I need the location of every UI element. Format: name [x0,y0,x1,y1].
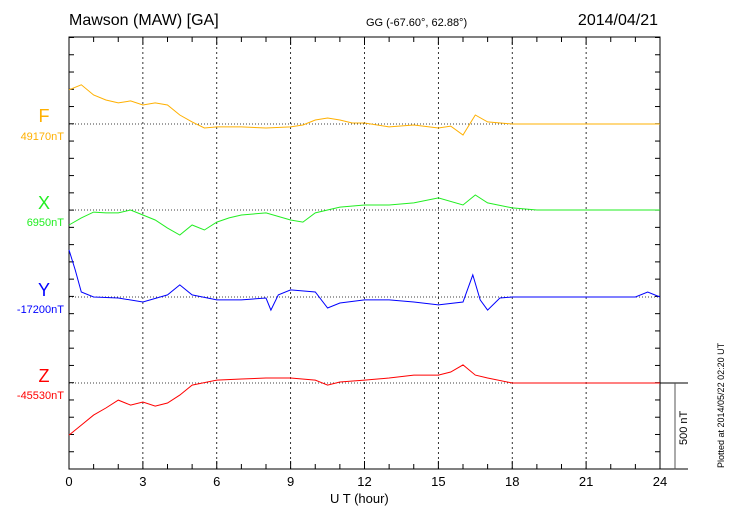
x-tick-label: 12 [357,474,371,489]
component-label-f: F [38,106,50,126]
x-tick-label: 0 [65,474,72,489]
x-tick-label: 9 [287,474,294,489]
x-tick-label: 6 [213,474,220,489]
plotted-timestamp: Plotted at 2014/05/22 02:20 UT [716,342,726,468]
series-line-f [68,84,660,136]
component-label-y: Y [37,280,50,300]
baseline-label-f: 49170nT [20,131,64,143]
component-label-x: X [37,193,50,213]
series-line-y [68,249,661,312]
x-tick-label: 18 [505,474,519,489]
x-tick-label: 15 [431,474,445,489]
series-line-x [68,194,660,236]
station-coordinates: GG (-67.60°, 62.88°) [366,17,468,29]
x-tick-label: 3 [139,474,146,489]
chart-date: 2014/04/21 [577,12,658,29]
component-label-z: Z [38,366,50,386]
chart-title: Mawson (MAW) [GA] [69,12,219,29]
x-tick-label: 24 [653,474,667,489]
baseline-label-y: -17200nT [16,304,64,316]
x-tick-label: 21 [579,474,593,489]
baseline-label-z: -45530nT [16,390,64,402]
series-line-z [68,364,660,436]
x-axis-label: U T (hour) [330,491,389,506]
scale-bar-label: 500 nT [678,410,690,445]
baseline-label-x: 6950nT [26,217,64,229]
